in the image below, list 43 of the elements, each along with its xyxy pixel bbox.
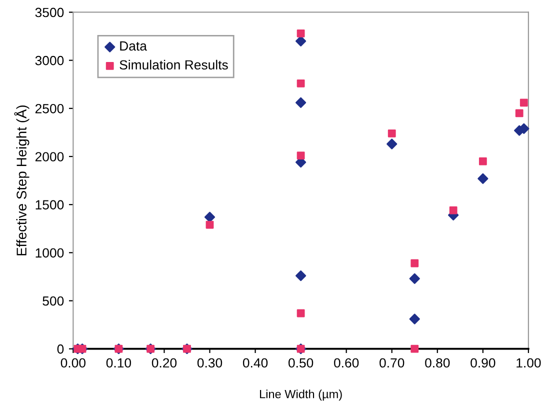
x-tick-label: 0.50 <box>288 358 314 368</box>
point <box>409 273 420 284</box>
y-tick-label: 500 <box>42 296 64 306</box>
x-tick-label: 0.20 <box>152 358 177 368</box>
x-tick-label: 1.00 <box>516 358 541 368</box>
point <box>410 259 419 268</box>
point <box>296 79 305 88</box>
y-axis-title: Effective Step Height (Å) <box>14 105 30 256</box>
point <box>296 29 305 38</box>
x-tick-label: 0.00 <box>60 358 86 368</box>
point <box>409 314 420 324</box>
legend-label: Data <box>120 41 147 51</box>
point <box>206 220 214 229</box>
point <box>388 129 396 138</box>
y-tick-label: 2500 <box>35 104 64 114</box>
y-tick-label: 2000 <box>35 152 64 162</box>
x-tick-label: 0.30 <box>197 358 222 368</box>
x-tick-label: 0.90 <box>470 358 496 368</box>
point <box>204 212 216 222</box>
point <box>296 270 306 282</box>
x-tick-label: 0.40 <box>242 358 268 368</box>
y-tick-label: 1000 <box>36 248 64 258</box>
point <box>478 157 487 166</box>
x-tick-label: 0.60 <box>334 358 359 368</box>
point <box>515 109 524 118</box>
x-axis-title: Line Width (µm) <box>260 390 342 401</box>
y-tick-label: 3500 <box>35 8 64 18</box>
point <box>296 152 305 160</box>
point <box>520 98 528 107</box>
point <box>449 206 458 214</box>
point <box>296 309 305 318</box>
point <box>296 36 306 46</box>
point <box>296 97 306 108</box>
y-tick-label: 0 <box>57 344 64 354</box>
x-tick-label: 0.70 <box>380 358 404 368</box>
point <box>410 344 419 353</box>
y-tick-label: 1500 <box>36 200 64 210</box>
y-tick-label: 3000 <box>35 56 64 66</box>
point <box>478 173 488 184</box>
x-tick-label: 0.80 <box>425 358 450 368</box>
point <box>386 138 398 150</box>
legend-label: Simulation Results <box>120 60 228 70</box>
x-tick-label: 0.10 <box>106 358 132 368</box>
